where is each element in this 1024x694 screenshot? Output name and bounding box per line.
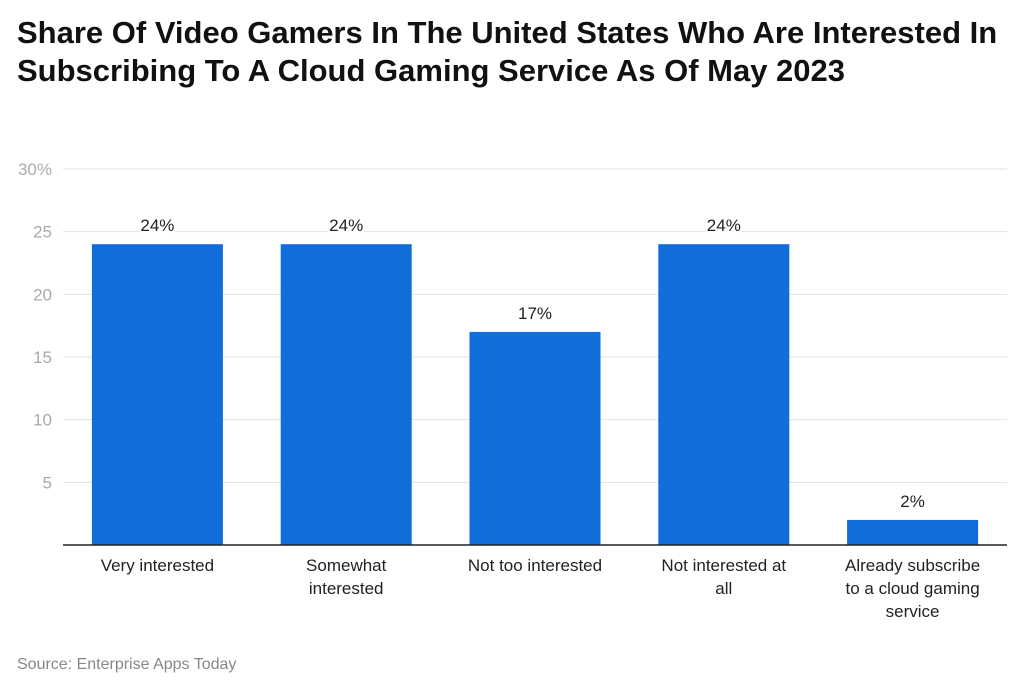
- chart-title: Share Of Video Gamers In The United Stat…: [17, 15, 998, 88]
- data-label-background: [517, 301, 553, 322]
- x-tick-label: interested: [309, 579, 384, 598]
- y-tick-label: 5: [43, 473, 52, 492]
- x-tick-label: all: [715, 579, 732, 598]
- source-note: Source: Enterprise Apps Today: [17, 656, 237, 673]
- x-tick-label: Somewhat: [306, 556, 387, 575]
- data-label-background: [328, 214, 364, 235]
- y-tick-label: 20: [33, 285, 52, 304]
- x-tick-label: Not too interested: [468, 556, 602, 575]
- y-tick-label: 25: [33, 223, 52, 242]
- bar: [469, 331, 601, 545]
- y-tick-label: 10: [33, 411, 52, 430]
- x-tick-label: Already subscribe: [845, 556, 980, 575]
- data-label-background: [706, 214, 742, 235]
- data-label-background: [899, 489, 926, 510]
- bar: [91, 244, 223, 545]
- x-tick-label: Very interested: [101, 556, 214, 575]
- y-tick-label: 30%: [18, 160, 52, 179]
- bar: [658, 244, 790, 545]
- x-tick-label: service: [886, 602, 940, 621]
- x-tick-label: to a cloud gaming: [845, 579, 979, 598]
- data-label: 24%: [707, 216, 741, 235]
- data-label: 24%: [140, 216, 174, 235]
- x-tick-label: Not interested at: [661, 556, 786, 575]
- data-label: 24%: [329, 216, 363, 235]
- bar: [280, 244, 412, 545]
- data-label: 17%: [518, 304, 552, 323]
- data-label-background: [139, 214, 175, 235]
- y-tick-label: 15: [33, 348, 52, 367]
- bar: [847, 519, 979, 545]
- data-label: 2%: [900, 492, 925, 511]
